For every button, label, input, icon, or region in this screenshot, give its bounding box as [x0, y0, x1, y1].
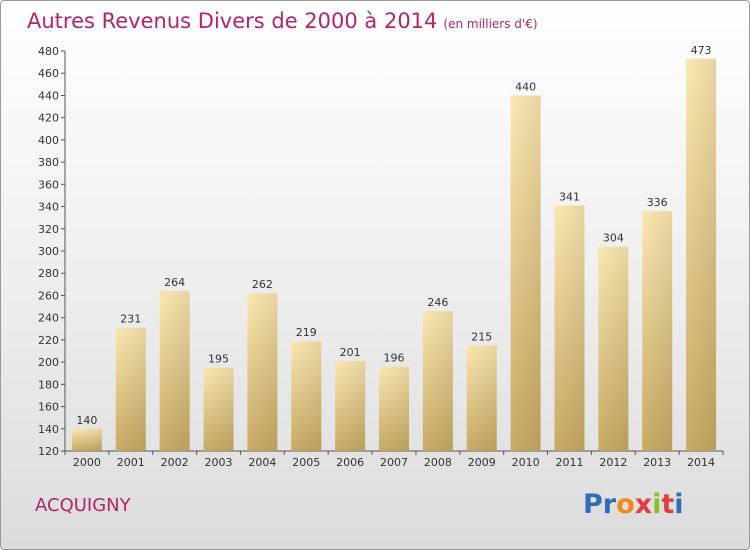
y-tick-label: 380 — [38, 156, 59, 169]
bar-value-label: 195 — [208, 353, 229, 366]
x-tick-label: 2000 — [73, 456, 101, 469]
y-tick-label: 420 — [38, 112, 59, 125]
logo-letter: P — [583, 489, 603, 520]
bar-shade — [159, 291, 190, 451]
commune-name: ACQUIGNY — [35, 495, 131, 516]
y-tick-label: 320 — [38, 223, 59, 236]
bar-value-label: 336 — [647, 196, 668, 209]
bar-value-label: 196 — [384, 352, 405, 365]
y-tick-label: 140 — [38, 423, 59, 436]
bar-value-label: 341 — [559, 190, 580, 203]
bars: 140 231 264 195 262 219 201 196 246 215 440 341 304 3… — [71, 44, 717, 452]
x-tick-label: 2004 — [248, 456, 276, 469]
bar-value-label: 473 — [691, 44, 712, 57]
proxiti-logo: Proxiti — [583, 489, 684, 520]
bar-shade — [598, 246, 629, 451]
y-tick-label: 240 — [38, 312, 59, 325]
x-tick-label: 2009 — [468, 456, 496, 469]
bar-value-label: 231 — [120, 313, 141, 326]
x-tick-label: 2011 — [555, 456, 583, 469]
bar-shade — [247, 293, 278, 451]
logo-letter: x — [634, 489, 653, 520]
bar-value-label: 262 — [252, 278, 273, 291]
y-tick-label: 300 — [38, 245, 59, 258]
bar-shade — [510, 95, 541, 451]
bar-value-label: 140 — [76, 414, 97, 427]
bar-shade — [115, 327, 146, 451]
bar-shade — [335, 361, 366, 451]
y-tick-label: 280 — [38, 267, 59, 280]
x-tick-label: 2007 — [380, 456, 408, 469]
logo-letter: i — [652, 489, 662, 520]
y-tick-label: 480 — [38, 45, 59, 58]
bar-shade — [686, 58, 717, 452]
y-tick-label: 260 — [38, 289, 59, 302]
x-tick-label: 2013 — [643, 456, 671, 469]
y-tick-label: 200 — [38, 356, 59, 369]
x-tick-label: 2003 — [205, 456, 233, 469]
bar-value-label: 304 — [603, 232, 624, 245]
chart-title: Autres Revenus Divers de 2000 à 2014 (en … — [27, 9, 538, 33]
y-tick-label: 120 — [38, 445, 59, 458]
logo-letter: i — [674, 489, 684, 520]
axes: 120 140 160 180 200 220 240 260 280 300 320 340 360 3… — [38, 45, 724, 469]
bar-value-label: 264 — [164, 276, 185, 289]
unit-label: (en milliers d'€) — [443, 17, 538, 31]
x-tick-label: 2006 — [336, 456, 364, 469]
bar-shade — [466, 345, 497, 451]
bar-shade — [642, 211, 673, 451]
x-tick-label: 2010 — [512, 456, 540, 469]
x-tick-label: 2012 — [599, 456, 627, 469]
bar-value-label: 219 — [296, 326, 317, 339]
y-tick-label: 160 — [38, 401, 59, 414]
y-tick-label: 220 — [38, 334, 59, 347]
bar-value-label: 440 — [515, 80, 536, 93]
bar-shade — [203, 367, 234, 451]
x-tick-label: 2001 — [117, 456, 145, 469]
y-tick-label: 400 — [38, 134, 59, 147]
y-tick-label: 360 — [38, 178, 59, 191]
y-tick-label: 340 — [38, 201, 59, 214]
bar-shade — [379, 366, 409, 451]
chart-title-text: Autres Revenus Divers de 2000 à 2014 — [27, 9, 438, 33]
bar-shade — [291, 341, 322, 451]
logo-letter: t — [661, 489, 675, 520]
bar-value-label: 215 — [471, 330, 492, 343]
bar-shade — [554, 205, 585, 451]
x-tick-label: 2005 — [292, 456, 320, 469]
bar-shade — [422, 311, 453, 451]
bar-shade — [71, 428, 102, 451]
logo-letter: o — [616, 489, 635, 520]
bar-value-label: 246 — [427, 296, 448, 309]
y-tick-label: 460 — [38, 67, 59, 80]
bar-value-label: 201 — [340, 346, 361, 359]
y-tick-label: 440 — [38, 89, 59, 102]
x-tick-label: 2002 — [161, 456, 189, 469]
x-tick-label: 2008 — [424, 456, 452, 469]
logo-letter: r — [602, 489, 617, 520]
x-tick-label: 2014 — [687, 456, 715, 469]
y-tick-label: 180 — [38, 378, 59, 391]
